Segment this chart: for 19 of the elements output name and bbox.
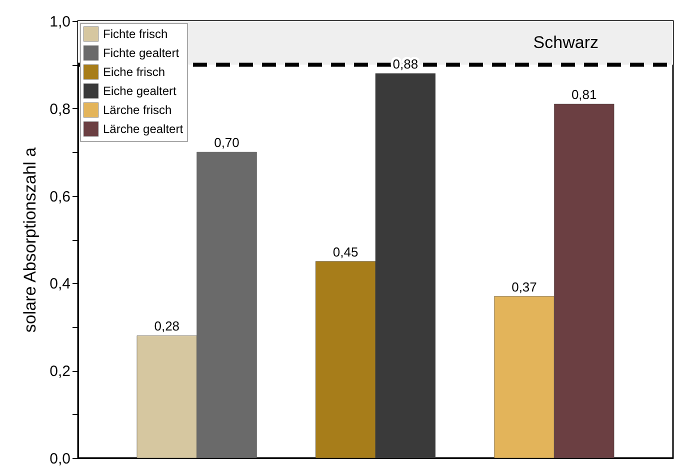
legend-label: Lärche frisch bbox=[103, 103, 172, 117]
y-tick-label: 0,0 bbox=[50, 450, 70, 468]
legend-label: Eiche frisch bbox=[103, 65, 166, 79]
y-tick-label: 0,4 bbox=[50, 276, 70, 293]
data-label: 0,81 bbox=[571, 87, 597, 102]
y-tick-label: 0,2 bbox=[50, 363, 70, 380]
data-label: 0,37 bbox=[512, 279, 537, 294]
data-label: 0,70 bbox=[214, 135, 240, 150]
data-label: 0,28 bbox=[154, 318, 180, 334]
band-label: Schwarz bbox=[533, 32, 598, 52]
y-tick-label: 1,0 bbox=[50, 14, 70, 30]
y-tick-label: 0,6 bbox=[50, 188, 70, 206]
y-axis-title: solare Absorptionszahl a bbox=[20, 146, 40, 333]
legend-label: Eiche gealtert bbox=[103, 84, 178, 98]
data-label: 0,45 bbox=[332, 244, 358, 260]
legend-label: Fichte gealtert bbox=[103, 46, 180, 60]
legend-label: Fichte frisch bbox=[103, 27, 168, 41]
y-tick-label: 0,8 bbox=[50, 100, 70, 118]
legend-label: Lärche gealtert bbox=[103, 122, 184, 136]
